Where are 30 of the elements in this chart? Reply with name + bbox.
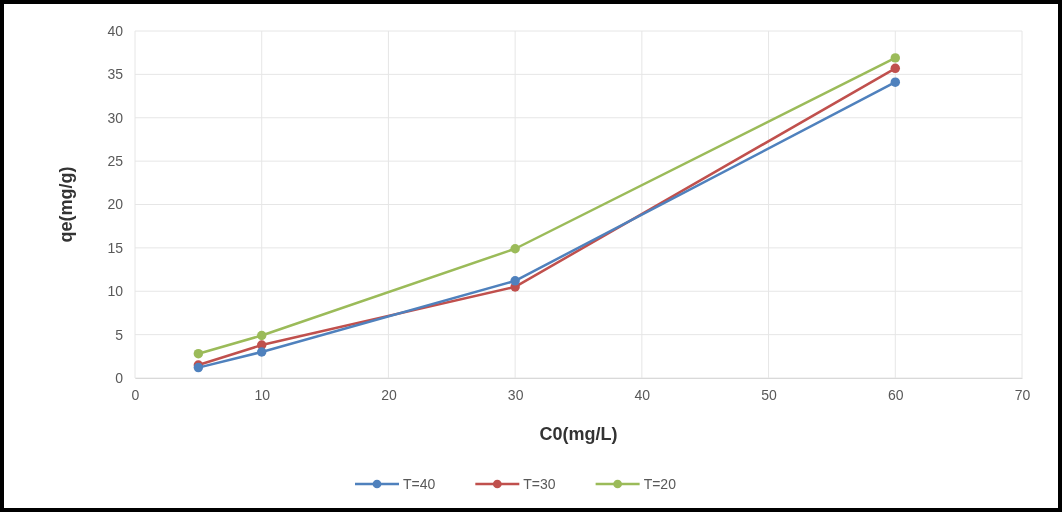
y-tick-label: 0 xyxy=(115,369,124,386)
x-tick-label: 70 xyxy=(1014,386,1031,403)
y-tick-label: 15 xyxy=(107,239,124,256)
x-tick-label: 60 xyxy=(888,386,904,403)
x-tick-label: 10 xyxy=(254,386,271,403)
point xyxy=(256,330,267,341)
y-tick-label: 5 xyxy=(115,326,124,343)
legend-label: T=20 xyxy=(643,476,677,492)
point xyxy=(510,276,520,286)
point xyxy=(510,244,520,254)
x-tick-label: 0 xyxy=(131,386,140,403)
point xyxy=(256,347,267,357)
x-axis-title: C0(mg/L) xyxy=(539,424,618,444)
y-tick-label: 40 xyxy=(107,22,124,39)
legend-label: T=30 xyxy=(523,476,556,492)
y-axis-title: qe(mg/g) xyxy=(56,166,76,243)
y-tick-label: 10 xyxy=(107,283,124,300)
x-tick-label: 40 xyxy=(634,386,651,403)
point xyxy=(890,63,901,74)
point xyxy=(890,77,901,87)
legend-label: T=40 xyxy=(403,476,436,492)
y-tick-label: 25 xyxy=(107,153,124,170)
point xyxy=(193,349,204,359)
x-tick-label: 30 xyxy=(507,386,524,403)
point xyxy=(890,53,901,63)
y-tick-label: 20 xyxy=(107,196,124,213)
x-tick-label: 20 xyxy=(381,386,397,403)
y-tick-label: 30 xyxy=(107,109,124,126)
x-tick-label: 50 xyxy=(761,386,778,403)
y-tick-label: 35 xyxy=(107,66,124,83)
